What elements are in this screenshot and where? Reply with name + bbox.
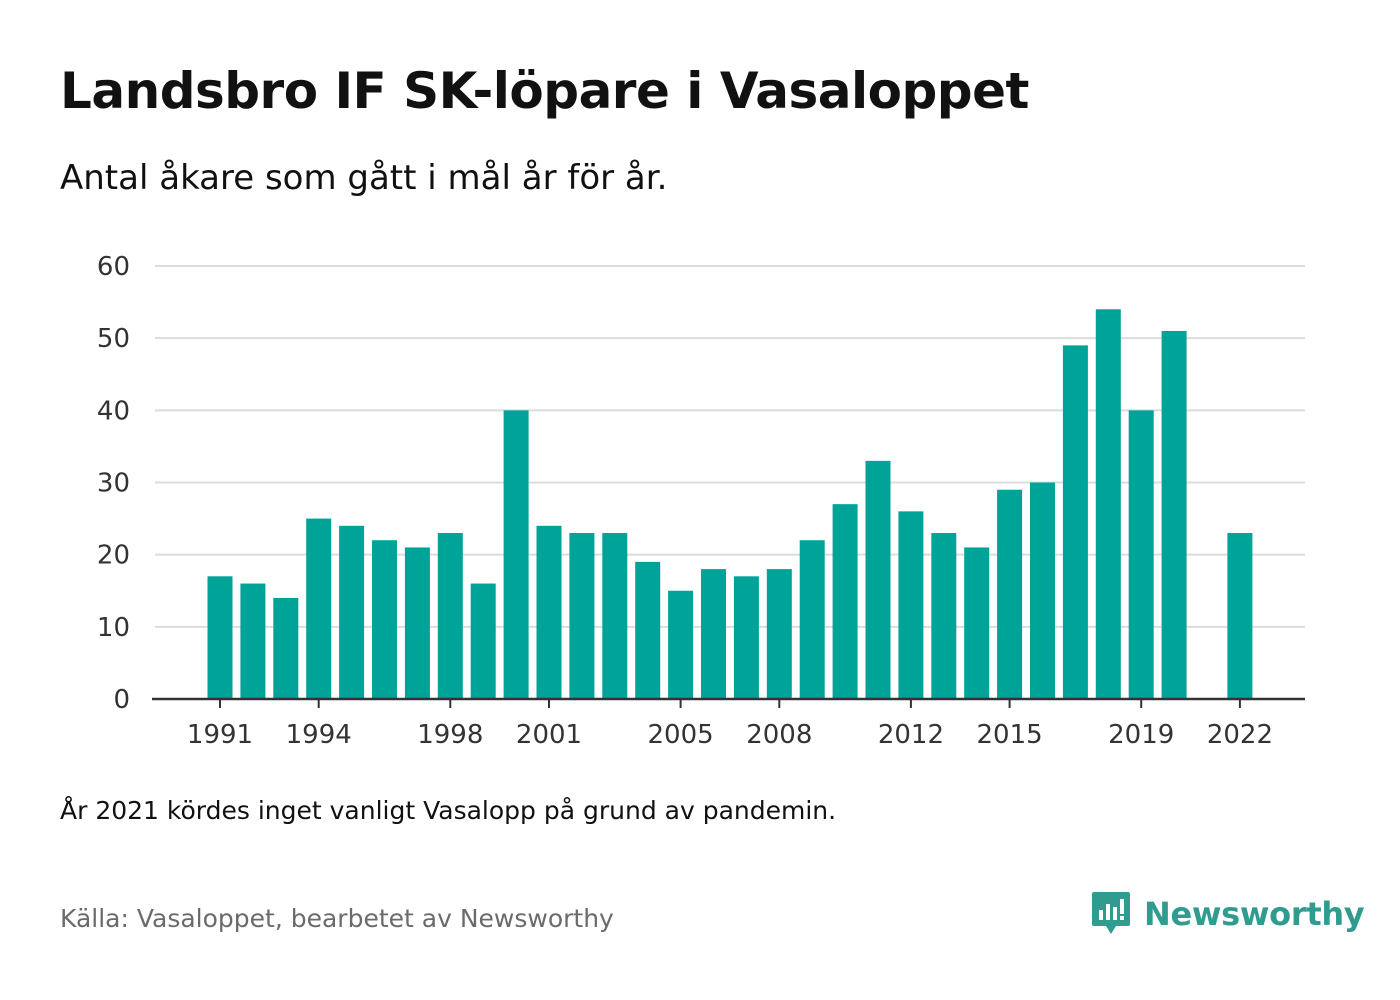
- bar-1991: [207, 576, 233, 699]
- bar-1996: [372, 540, 397, 699]
- bars: [207, 309, 1253, 699]
- bar-2009: [799, 540, 825, 699]
- chart-title: Landsbro IF SK-löpare i Vasaloppet: [60, 62, 1029, 120]
- bar-2000: [503, 410, 529, 699]
- bar-1998: [437, 533, 463, 699]
- bar-2007: [733, 576, 759, 699]
- bar-2015: [997, 489, 1023, 699]
- newsworthy-logo-icon: [1092, 892, 1130, 934]
- x-tick-label: 1991: [187, 720, 253, 750]
- bar-2013: [931, 533, 957, 699]
- chart-note: År 2021 kördes inget vanligt Vasalopp på…: [60, 796, 837, 825]
- chart-subtitle: Antal åkare som gått i mål år för år.: [60, 158, 668, 198]
- bar-1993: [273, 597, 299, 699]
- bar-2003: [602, 533, 628, 699]
- y-tick-label: 10: [97, 613, 130, 643]
- bar-2010: [832, 504, 858, 699]
- bar-1995: [339, 525, 365, 699]
- bar-2017: [1062, 345, 1088, 699]
- bar-1994: [306, 518, 332, 699]
- y-tick-label: 0: [113, 685, 130, 715]
- x-tick-label: 2008: [746, 720, 812, 750]
- y-tick-label: 40: [97, 396, 130, 426]
- bar-1999: [470, 583, 496, 699]
- bar-2020: [1161, 330, 1187, 699]
- bar-2018: [1095, 309, 1121, 699]
- x-axis: 1991 1994 1998 2001 2005 2008 2012 2015 2019 2022: [152, 697, 1305, 750]
- bar-2008: [766, 569, 792, 699]
- bar-2012: [898, 511, 924, 699]
- y-tick-label: 60: [97, 252, 130, 282]
- bar-1997: [404, 547, 430, 699]
- bar-2001: [536, 525, 562, 699]
- bar-2002: [569, 533, 595, 699]
- x-tick-label: 2005: [648, 720, 714, 750]
- bar-2019: [1128, 410, 1154, 699]
- bar-chart: 0 10 20 30 40 50 60 1991 1994 1998 2001 2005 2008 20…: [97, 252, 1305, 750]
- newsworthy-brand: Newsworthy: [1090, 890, 1365, 938]
- x-tick-label: 2019: [1108, 720, 1174, 750]
- bar-2011: [865, 460, 891, 699]
- x-tick-label: 2012: [878, 720, 944, 750]
- x-tick-label: 1998: [417, 720, 483, 750]
- x-tick-label: 1994: [286, 720, 352, 750]
- y-tick-label: 20: [97, 541, 130, 571]
- x-tick-label: 2015: [977, 720, 1043, 750]
- bar-2014: [964, 547, 990, 699]
- bar-1992: [240, 583, 266, 699]
- x-tick-label: 2001: [516, 720, 582, 750]
- y-tick-label: 30: [97, 469, 130, 499]
- bar-2004: [635, 561, 661, 699]
- bar-2006: [701, 569, 726, 699]
- brand-name: Newsworthy: [1144, 895, 1365, 933]
- bar-2022: [1227, 533, 1253, 699]
- y-axis-ticks: 0 10 20 30 40 50 60: [97, 252, 130, 715]
- bar-2016: [1030, 482, 1055, 699]
- bar-2005: [668, 590, 694, 699]
- source-text: Källa: Vasaloppet, bearbetet av Newswort…: [60, 904, 614, 933]
- y-tick-label: 50: [97, 324, 130, 354]
- x-tick-label: 2022: [1207, 720, 1273, 750]
